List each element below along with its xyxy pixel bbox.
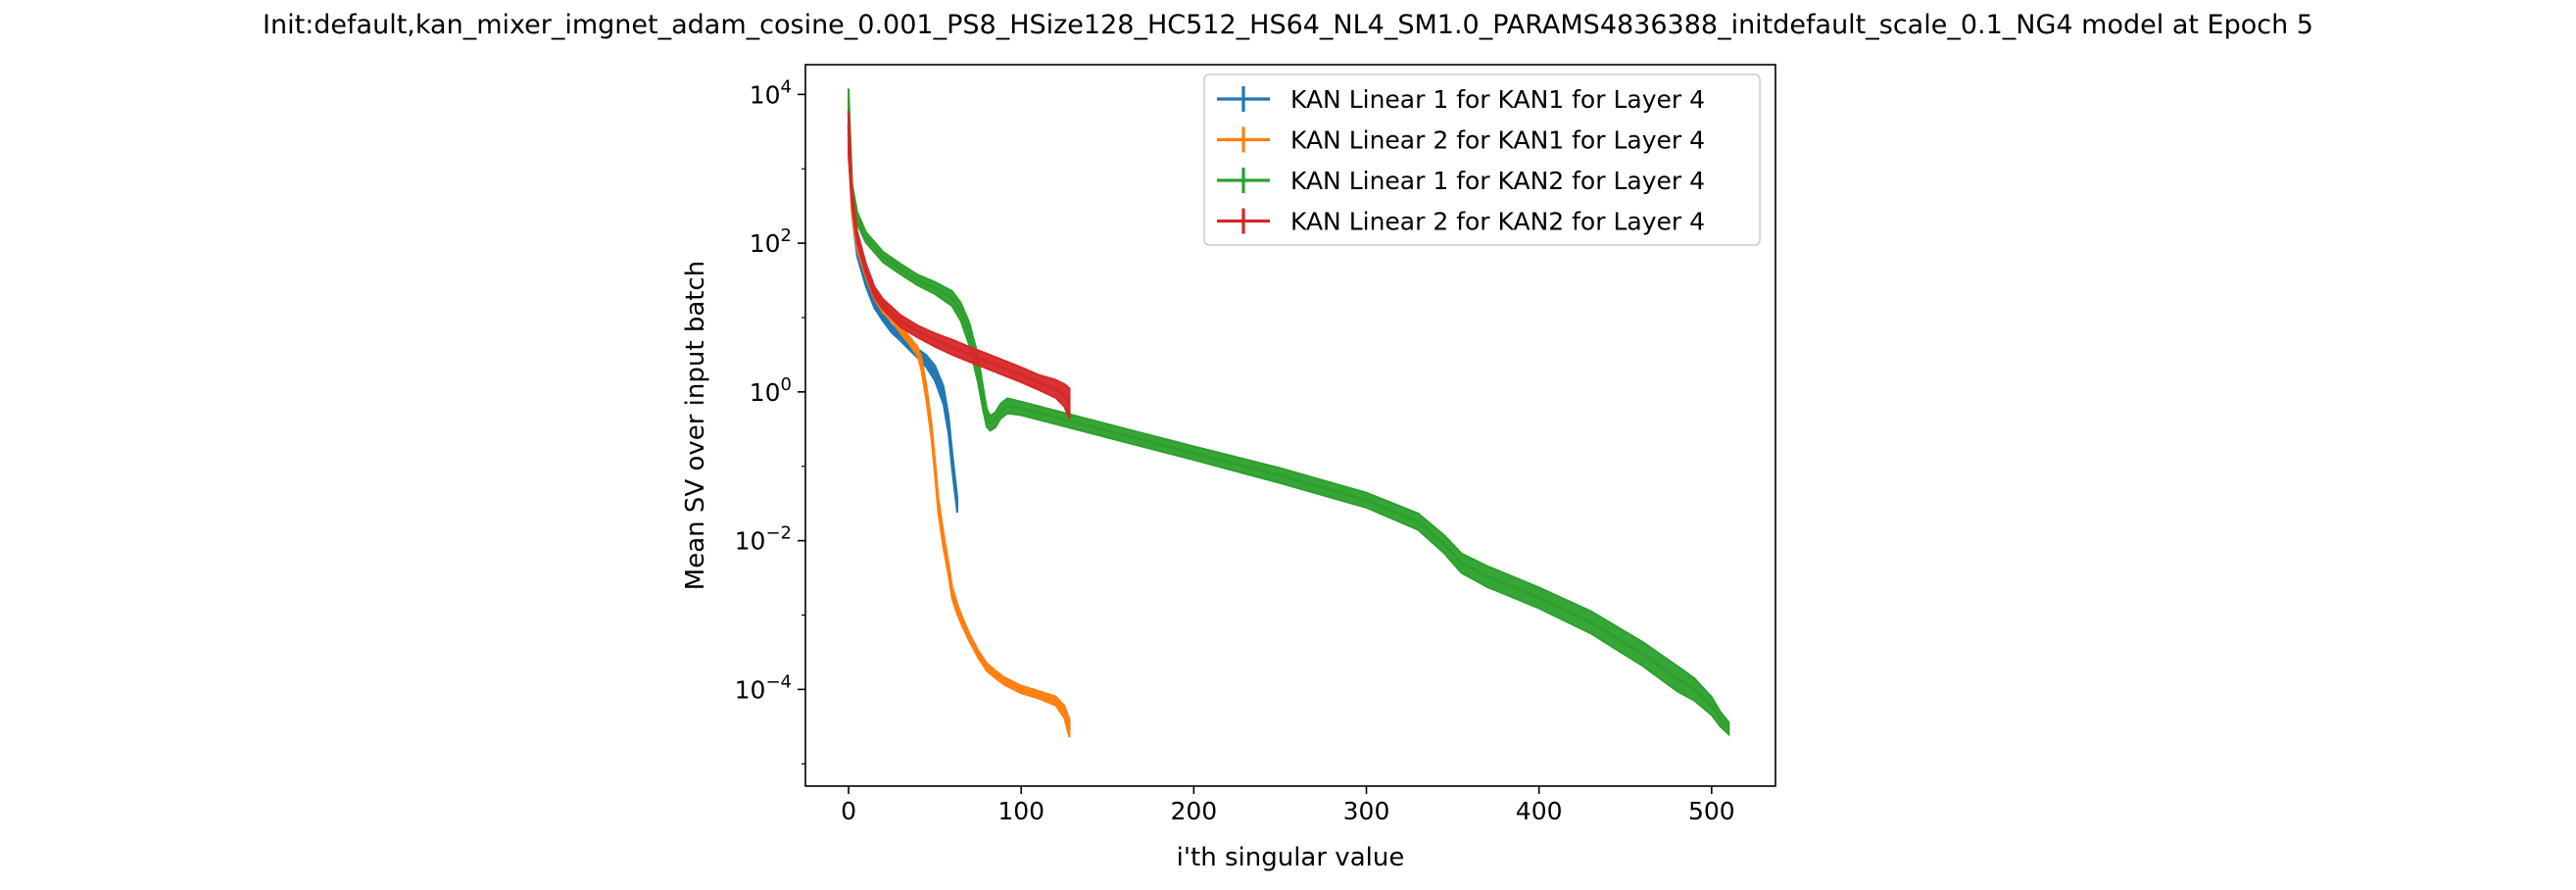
legend-label: KAN Linear 2 for KAN1 for Layer 4: [1290, 126, 1705, 155]
x-tick-label: 300: [1343, 797, 1390, 825]
x-axis-label: i'th singular value: [1177, 843, 1405, 872]
chart-title: Init:default,kan_mixer_imgnet_adam_cosin…: [263, 10, 2313, 40]
legend-label: KAN Linear 1 for KAN2 for Layer 4: [1290, 167, 1705, 195]
legend-item: KAN Linear 2 for KAN1 for Layer 4: [1217, 126, 1705, 155]
series-2-line: [847, 124, 1071, 729]
legend-box: [1203, 74, 1761, 246]
y-tick-label: 10−2: [735, 523, 792, 556]
x-tick-label: 100: [997, 797, 1045, 825]
series-1-error-band: [848, 101, 958, 514]
series-1-line: [847, 124, 959, 506]
legend: KAN Linear 1 for KAN1 for Layer 4 KAN Lin…: [1203, 74, 1761, 246]
legend-item: KAN Linear 1 for KAN1 for Layer 4: [1217, 85, 1705, 114]
x-axis: 0 100 200 300 400 500: [841, 786, 1735, 825]
series-4-line: [847, 132, 1071, 405]
series-3-line: [847, 111, 1730, 729]
axes-frame: [804, 64, 1776, 787]
y-tick-label: 104: [750, 76, 792, 109]
legend-label: KAN Linear 1 for KAN1 for Layer 4: [1290, 85, 1705, 114]
legend-item: KAN Linear 1 for KAN2 for Layer 4: [1217, 167, 1705, 195]
y-axis: 104 102 100 10−2 10−4: [735, 76, 805, 765]
y-tick-label: 10−4: [735, 671, 792, 704]
x-tick-label: 0: [841, 797, 856, 825]
series-4-error-band: [848, 111, 1071, 420]
y-tick-label: 102: [750, 225, 792, 258]
y-axis-label: Mean SV over input batch: [681, 261, 710, 590]
legend-label: KAN Linear 2 for KAN2 for Layer 4: [1290, 208, 1705, 236]
x-tick-label: 500: [1688, 797, 1735, 825]
x-tick-label: 400: [1516, 797, 1563, 825]
y-tick-label: 100: [750, 374, 792, 407]
series-3: [847, 88, 1730, 737]
x-tick-label: 200: [1170, 797, 1217, 825]
series-3-error-band: [848, 88, 1730, 737]
legend-item: KAN Linear 2 for KAN2 for Layer 4: [1217, 208, 1705, 236]
plot-area: [847, 88, 1730, 738]
series-4: [847, 111, 1071, 420]
series-1: [847, 101, 959, 514]
